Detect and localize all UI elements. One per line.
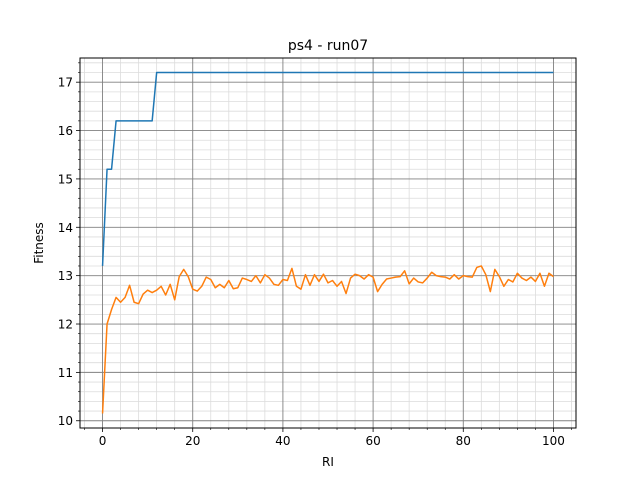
axis-ticks	[76, 62, 572, 432]
y-axis-label: Fitness	[32, 222, 46, 264]
series-line-best	[101, 71, 554, 267]
x-tick-label: 80	[456, 434, 471, 448]
axis-tick-labels: 0 20 40 60 80 100 10 11 12 13 14 15 16 17	[58, 76, 565, 448]
x-tick-label: 0	[99, 434, 107, 448]
plot-frame	[79, 57, 577, 429]
minor-grid	[80, 58, 576, 428]
y-tick-label: 12	[58, 318, 73, 332]
y-tick-label: 17	[58, 76, 73, 90]
series-layer	[101, 71, 554, 414]
y-tick-label: 10	[58, 414, 73, 428]
x-tick-label: 100	[542, 434, 565, 448]
x-axis-label: RI	[322, 455, 334, 469]
y-tick-label: 11	[58, 366, 73, 380]
y-tick-label: 15	[58, 172, 73, 186]
series-line-mean	[101, 265, 554, 414]
y-tick-label: 13	[58, 269, 73, 283]
chart-title: ps4 - run07	[288, 38, 368, 54]
y-tick-label: 14	[58, 221, 73, 235]
x-tick-label: 20	[185, 434, 200, 448]
x-tick-label: 40	[275, 434, 290, 448]
y-tick-label: 16	[58, 124, 73, 138]
x-tick-label: 60	[365, 434, 380, 448]
